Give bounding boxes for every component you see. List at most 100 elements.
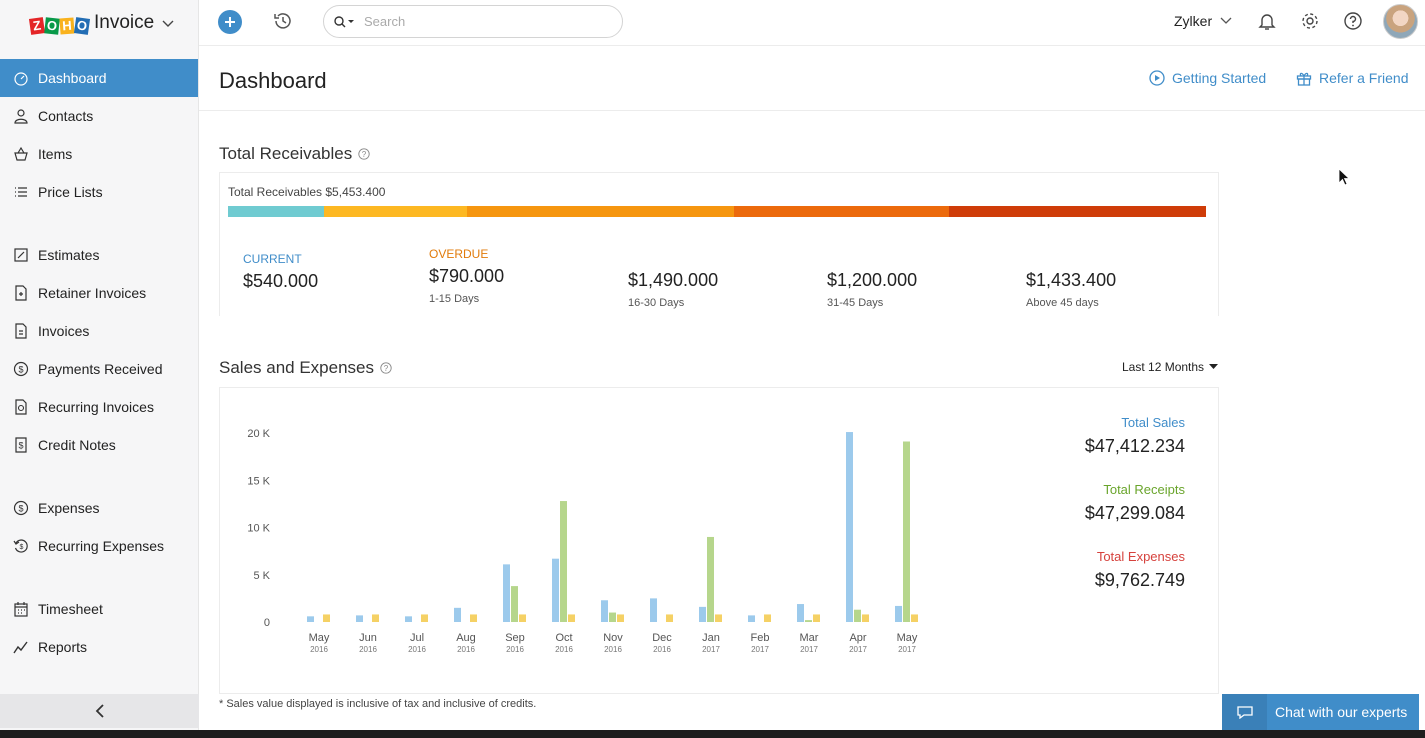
chart-bar-total-sales[interactable] xyxy=(405,616,412,622)
chart-bar-total-expenses[interactable] xyxy=(862,614,869,622)
recent-history-icon[interactable] xyxy=(272,10,294,32)
bucket-range: 31-45 Days xyxy=(827,297,884,309)
chart-bar-total-expenses[interactable] xyxy=(911,614,918,622)
help-icon[interactable]: ? xyxy=(358,148,370,160)
sidebar-item-invoices[interactable]: Invoices xyxy=(0,312,198,350)
sidebar-item-timesheet[interactable]: Timesheet xyxy=(0,590,198,628)
refer-friend-link[interactable]: Refer a Friend xyxy=(1296,70,1408,86)
sidebar-item-label: Estimates xyxy=(38,247,100,263)
receivables-bar-31-45[interactable] xyxy=(734,206,949,217)
organization-switcher[interactable]: Zylker xyxy=(1174,13,1232,29)
sidebar-item-label: Credit Notes xyxy=(38,437,116,453)
bucket-range: 16-30 Days xyxy=(628,297,685,309)
sidebar-item-retainer-invoices[interactable]: Retainer Invoices xyxy=(0,274,198,312)
sidebar-item-dashboard[interactable]: Dashboard xyxy=(0,59,198,97)
chart-bar-total-receipts[interactable] xyxy=(903,441,910,622)
sidebar-item-label: Payments Received xyxy=(38,361,163,377)
chart-bar-total-sales[interactable] xyxy=(503,564,510,622)
contacts-icon xyxy=(13,108,29,124)
bucket-amount[interactable]: $790.000 xyxy=(429,266,505,286)
chart-bar-total-sales[interactable] xyxy=(846,432,853,622)
chart-bar-total-expenses[interactable] xyxy=(764,614,771,622)
x-tick-year-label: 2016 xyxy=(555,645,573,654)
chart-bar-total-expenses[interactable] xyxy=(715,614,722,622)
chart-bar-total-expenses[interactable] xyxy=(372,614,379,622)
total-expenses-value: $9,762.749 xyxy=(1094,570,1185,590)
chart-bar-total-sales[interactable] xyxy=(307,616,314,622)
bucket-amount[interactable]: $1,433.400 xyxy=(1026,270,1117,290)
sales-expenses-chart: 05 K10 K15 K20 KMay2016Jun2016Jul2016Aug… xyxy=(247,428,918,654)
sidebar-item-label: Items xyxy=(38,146,73,162)
sidebar-item-contacts[interactable]: Contacts xyxy=(0,97,198,135)
sidebar-item-label: Price Lists xyxy=(38,184,103,200)
search-icon[interactable] xyxy=(334,15,354,28)
help-icon[interactable] xyxy=(1343,11,1363,31)
receivables-bar-16-30[interactable] xyxy=(467,206,734,217)
x-tick-label: Oct xyxy=(555,632,572,644)
chart-bar-total-receipts[interactable] xyxy=(609,612,616,622)
receivables-total: Total Receivables $5,453.400 xyxy=(228,185,386,199)
chart-bar-total-expenses[interactable] xyxy=(666,614,673,622)
notifications-bell-icon[interactable] xyxy=(1257,11,1277,31)
period-dropdown[interactable]: Last 12 Months xyxy=(1122,360,1219,374)
user-avatar[interactable] xyxy=(1383,4,1418,39)
chart-bar-total-expenses[interactable] xyxy=(813,614,820,622)
mouse-cursor-icon xyxy=(1338,168,1350,186)
sidebar-item-recurring-invoices[interactable]: Recurring Invoices xyxy=(0,388,198,426)
sidebar-item-estimates[interactable]: Estimates xyxy=(0,236,198,274)
sidebar-item-price-lists[interactable]: Price Lists xyxy=(0,173,198,211)
current-label: CURRENT xyxy=(243,252,302,266)
chart-bar-total-sales[interactable] xyxy=(650,598,657,622)
chart-bar-total-sales[interactable] xyxy=(601,600,608,622)
settings-gear-icon[interactable] xyxy=(1300,11,1320,31)
chart-bar-total-sales[interactable] xyxy=(895,605,902,622)
chart-bar-total-receipts[interactable] xyxy=(805,620,812,622)
quick-create-button[interactable] xyxy=(218,10,242,34)
sidebar-item-expenses[interactable]: $ Expenses xyxy=(0,489,198,527)
bucket-amount[interactable]: $1,200.000 xyxy=(827,270,918,290)
search-box[interactable] xyxy=(323,5,623,38)
receivables-card: Total Receivables $5,453.400 CURRENT $54… xyxy=(219,172,1219,316)
receivables-bucket: $1,433.400 Above 45 days xyxy=(1026,265,1116,309)
product-name: Invoice xyxy=(94,12,155,33)
sales-footnote: * Sales value displayed is inclusive of … xyxy=(219,698,537,710)
receivables-bar-1-15[interactable] xyxy=(324,206,467,217)
chart-bar-total-sales[interactable] xyxy=(748,615,755,622)
receivables-bar-current[interactable] xyxy=(228,206,324,217)
chart-bar-total-receipts[interactable] xyxy=(707,536,714,622)
bucket-amount[interactable]: $1,490.000 xyxy=(628,270,719,290)
chart-bar-total-receipts[interactable] xyxy=(511,586,518,622)
sidebar-item-items[interactable]: Items xyxy=(0,135,198,173)
sidebar-item-credit-notes[interactable]: $ Credit Notes xyxy=(0,426,198,464)
getting-started-link[interactable]: Getting Started xyxy=(1149,70,1266,86)
chart-bar-total-expenses[interactable] xyxy=(421,614,428,622)
chart-bar-total-expenses[interactable] xyxy=(470,614,477,622)
retainer-invoice-icon xyxy=(13,285,29,301)
chat-with-experts-button[interactable]: Chat with our experts xyxy=(1222,694,1419,730)
x-tick-label: Aug xyxy=(456,632,476,644)
dashboard-icon xyxy=(13,70,29,86)
chart-bar-total-receipts[interactable] xyxy=(854,609,861,622)
current-amount[interactable]: $540.000 xyxy=(243,271,319,291)
search-input[interactable] xyxy=(364,14,604,29)
chart-bar-total-expenses[interactable] xyxy=(519,614,526,622)
chart-bar-total-receipts[interactable] xyxy=(560,501,567,622)
brand-switcher[interactable]: Z O H O Invoice xyxy=(0,0,198,46)
chart-bar-total-sales[interactable] xyxy=(552,558,559,622)
chart-bar-total-sales[interactable] xyxy=(797,604,804,622)
sidebar-item-reports[interactable]: Reports xyxy=(0,628,198,666)
chevron-down-icon xyxy=(1220,17,1232,24)
sidebar-item-payments-received[interactable]: $ Payments Received xyxy=(0,350,198,388)
help-icon[interactable]: ? xyxy=(380,362,392,374)
chart-bar-total-expenses[interactable] xyxy=(568,614,575,622)
sidebar: Z O H O Invoice Dashboard Contacts Items Pr… xyxy=(0,0,199,738)
receivables-bar-above-45[interactable] xyxy=(949,206,1206,217)
chart-bar-total-expenses[interactable] xyxy=(323,614,330,622)
collapse-sidebar-button[interactable] xyxy=(0,694,199,728)
chart-bar-total-sales[interactable] xyxy=(454,607,461,622)
chart-bar-total-sales[interactable] xyxy=(356,615,363,622)
chart-bar-total-sales[interactable] xyxy=(699,606,706,622)
sidebar-item-recurring-expenses[interactable]: $ Recurring Expenses xyxy=(0,527,198,565)
chart-bar-total-expenses[interactable] xyxy=(617,614,624,622)
